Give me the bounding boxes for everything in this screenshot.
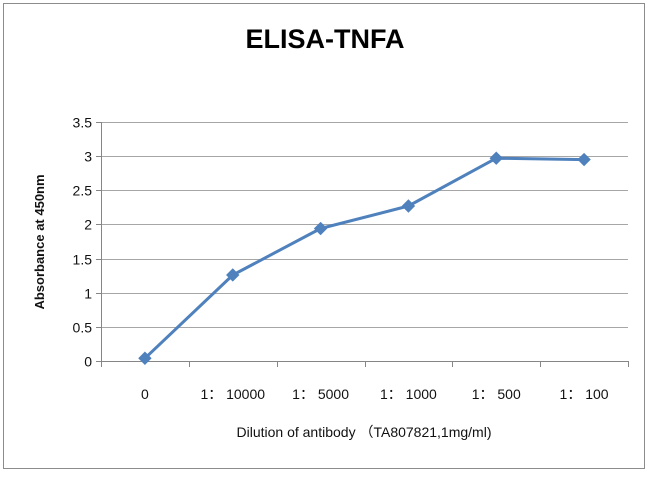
y-tick-label: 2 <box>84 217 92 233</box>
x-tick-label: 1： 100 <box>560 386 609 402</box>
y-tick-label: 2.5 <box>73 183 93 199</box>
chart-title: ELISA-TNFA <box>246 24 405 54</box>
x-axis-title: Dilution of antibody （TA807821,1mg/ml) <box>237 424 492 440</box>
x-tick-label: 1： 500 <box>472 386 521 402</box>
gridlines <box>101 122 628 328</box>
y-tick-label: 3 <box>84 149 92 165</box>
y-tick-label: 1 <box>84 286 92 302</box>
axes <box>96 122 629 367</box>
series-line <box>143 156 585 360</box>
x-tick-label: 1： 10000 <box>200 386 265 402</box>
x-tick-labels: 0 1： 10000 1： 5000 1： 1000 1： 500 1： 100 <box>141 386 609 402</box>
y-tick-labels: 0 0.5 1 1.5 2 2.5 3 3.5 <box>73 115 93 370</box>
x-tick-label: 1： 1000 <box>380 386 437 402</box>
y-tick-label: 0.5 <box>73 320 93 336</box>
y-tick-label: 0 <box>84 354 92 370</box>
y-tick-label: 3.5 <box>73 115 93 131</box>
chart-frame <box>3 3 645 469</box>
y-tick-label: 1.5 <box>73 252 93 268</box>
data-point <box>401 199 416 213</box>
series <box>138 151 591 365</box>
data-point <box>138 351 152 365</box>
x-tick-label: 1： 5000 <box>292 386 349 402</box>
data-point <box>313 221 328 236</box>
data-point <box>226 268 240 282</box>
data-point <box>577 152 591 167</box>
y-axis-title: Absorbance at 450nm <box>32 174 47 309</box>
x-tick-label: 0 <box>141 386 149 402</box>
data-point <box>489 151 503 165</box>
